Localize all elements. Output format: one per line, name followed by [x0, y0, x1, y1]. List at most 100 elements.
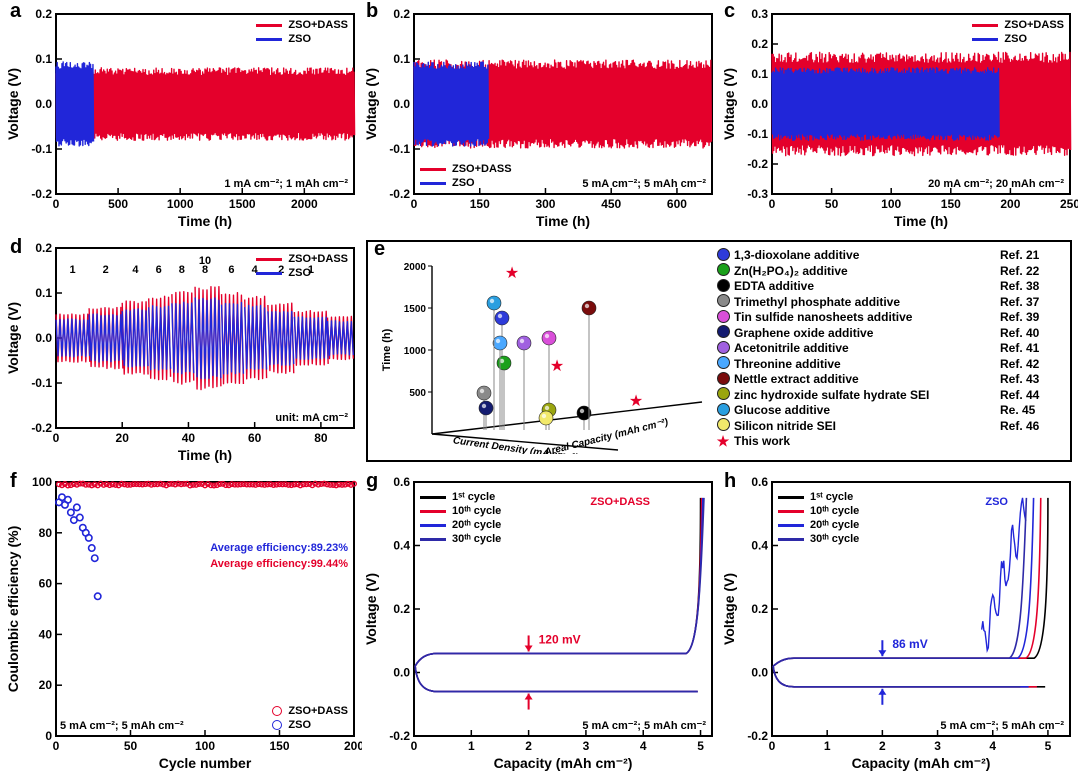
svg-text:20: 20 — [116, 431, 130, 445]
svg-text:300: 300 — [535, 197, 555, 211]
panel-b: 0150300450600-0.2-0.10.00.10.2Time (h)Vo… — [362, 4, 720, 230]
legend-row: Tin sulfide nanosheets additiveRef. 39 — [714, 310, 1062, 326]
svg-text:★: ★ — [629, 393, 643, 410]
svg-text:6: 6 — [156, 264, 162, 276]
multi-panel-figure: 0500100015002000-0.2-0.10.00.10.2Time (h… — [0, 0, 1080, 774]
svg-text:0.0: 0.0 — [393, 666, 410, 680]
svg-text:0: 0 — [53, 431, 60, 445]
panel-h: 012345-0.20.00.20.40.6Capacity (mAh cm⁻²… — [720, 472, 1078, 772]
svg-text:450: 450 — [601, 197, 621, 211]
svg-text:0.2: 0.2 — [35, 7, 52, 21]
svg-text:1: 1 — [824, 739, 831, 753]
svg-text:-0.1: -0.1 — [747, 127, 768, 141]
letter-g: g — [366, 470, 378, 493]
legend-row: zinc hydroxide sulfate hydrate SEIRef. 4… — [714, 388, 1062, 404]
svg-text:Voltage (V): Voltage (V) — [721, 68, 737, 140]
svg-text:60: 60 — [248, 431, 262, 445]
legend-row: Nettle extract additiveRef. 43 — [714, 372, 1062, 388]
svg-text:4: 4 — [132, 264, 139, 276]
svg-text:3: 3 — [934, 739, 941, 753]
letter-h: h — [724, 470, 736, 493]
svg-text:0.3: 0.3 — [751, 7, 768, 21]
letter-b: b — [366, 0, 378, 23]
svg-text:6: 6 — [228, 264, 234, 276]
panel-e-3dplot: 500100015002000Time (h)Current Density (… — [374, 248, 708, 454]
svg-text:100: 100 — [195, 739, 215, 753]
svg-text:0.6: 0.6 — [393, 475, 410, 489]
panel-c: 050100150200250-0.3-0.2-0.10.00.10.20.3T… — [720, 4, 1078, 230]
svg-text:5: 5 — [697, 739, 704, 753]
svg-text:0: 0 — [769, 197, 776, 211]
svg-text:Voltage (V): Voltage (V) — [5, 68, 21, 140]
svg-text:2000: 2000 — [291, 197, 318, 211]
svg-text:0.0: 0.0 — [35, 331, 52, 345]
svg-text:Voltage (V): Voltage (V) — [721, 573, 737, 645]
svg-text:8: 8 — [179, 264, 185, 276]
svg-text:★: ★ — [550, 358, 564, 375]
svg-text:50: 50 — [825, 197, 839, 211]
svg-text:60: 60 — [39, 577, 53, 591]
svg-text:-0.2: -0.2 — [31, 421, 52, 435]
svg-text:0.4: 0.4 — [751, 539, 768, 553]
svg-text:0.1: 0.1 — [35, 52, 52, 66]
svg-text:10: 10 — [199, 255, 211, 267]
svg-text:1000: 1000 — [404, 346, 427, 357]
svg-text:100: 100 — [881, 197, 901, 211]
legend-row: ★This work — [714, 434, 1062, 450]
svg-text:120 mV: 120 mV — [539, 632, 581, 646]
svg-text:0.1: 0.1 — [751, 67, 768, 81]
panel-e-legend: 1,3-dioxolane additiveRef. 21Zn(H₂PO₄)₂ … — [714, 248, 1062, 454]
svg-text:Time (h): Time (h) — [536, 213, 590, 229]
svg-text:-0.2: -0.2 — [31, 187, 52, 201]
svg-text:40: 40 — [182, 431, 196, 445]
svg-text:0.2: 0.2 — [393, 602, 410, 616]
svg-text:0.2: 0.2 — [35, 241, 52, 255]
svg-text:150: 150 — [269, 739, 289, 753]
svg-text:600: 600 — [667, 197, 687, 211]
legend-row: Zn(H₂PO₄)₂ additiveRef. 22 — [714, 264, 1062, 280]
svg-text:2: 2 — [525, 739, 532, 753]
svg-text:3: 3 — [583, 739, 590, 753]
svg-text:-0.1: -0.1 — [389, 142, 410, 156]
legend-row: Acetonitrile additiveRef. 41 — [714, 341, 1062, 357]
svg-text:-0.2: -0.2 — [747, 157, 768, 171]
svg-text:100: 100 — [32, 475, 52, 489]
letter-e: e — [374, 238, 385, 261]
svg-text:1000: 1000 — [167, 197, 194, 211]
svg-text:1500: 1500 — [404, 304, 427, 315]
svg-text:0.1: 0.1 — [393, 52, 410, 66]
legend-row: Graphene oxide additiveRef. 40 — [714, 326, 1062, 342]
svg-text:0.6: 0.6 — [751, 475, 768, 489]
svg-text:0.0: 0.0 — [35, 97, 52, 111]
svg-text:0.0: 0.0 — [751, 97, 768, 111]
svg-text:4: 4 — [989, 739, 996, 753]
svg-text:2: 2 — [879, 739, 886, 753]
letter-d: d — [10, 236, 22, 259]
svg-text:0.2: 0.2 — [393, 7, 410, 21]
svg-text:2: 2 — [103, 264, 109, 276]
svg-text:Voltage (V): Voltage (V) — [363, 573, 379, 645]
svg-text:-0.2: -0.2 — [389, 187, 410, 201]
svg-text:5: 5 — [1045, 739, 1052, 753]
svg-text:1500: 1500 — [229, 197, 256, 211]
legend-row: Glucose additiveRe. 45 — [714, 403, 1062, 419]
svg-text:Voltage (V): Voltage (V) — [363, 68, 379, 140]
legend-row: EDTA additiveRef. 38 — [714, 279, 1062, 295]
svg-text:Time (h): Time (h) — [894, 213, 948, 229]
svg-text:Coulombic efficiency (%): Coulombic efficiency (%) — [5, 526, 21, 692]
svg-text:Voltage (V): Voltage (V) — [5, 302, 21, 374]
svg-text:-0.2: -0.2 — [747, 729, 768, 743]
legend-row: 1,3-dioxolane additiveRef. 21 — [714, 248, 1062, 264]
svg-text:0.2: 0.2 — [751, 602, 768, 616]
svg-text:200: 200 — [344, 739, 362, 753]
svg-text:500: 500 — [108, 197, 128, 211]
svg-text:Cycle number: Cycle number — [159, 755, 252, 771]
panel-f: 050100150200020406080100Cycle numberCoul… — [4, 472, 362, 772]
svg-text:-0.3: -0.3 — [747, 187, 768, 201]
svg-text:50: 50 — [124, 739, 138, 753]
svg-text:Time (h): Time (h) — [178, 447, 232, 463]
panel-g: 012345-0.20.00.20.40.6Capacity (mAh cm⁻²… — [362, 472, 720, 772]
legend-row: Trimethyl phosphate additiveRef. 37 — [714, 295, 1062, 311]
svg-text:0: 0 — [411, 739, 418, 753]
svg-text:-0.1: -0.1 — [31, 142, 52, 156]
